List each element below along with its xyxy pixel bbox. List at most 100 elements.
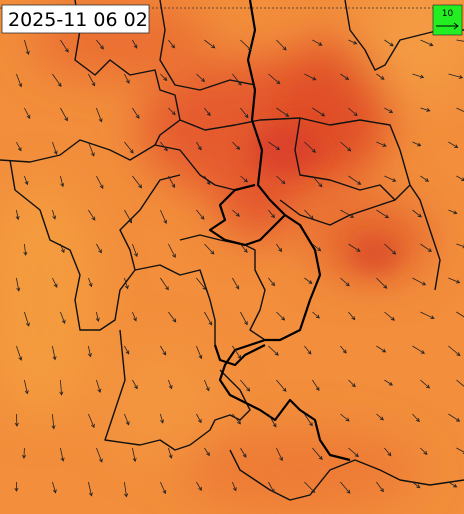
wind-arrow: [88, 413, 95, 429]
wind-arrow: [59, 379, 64, 396]
wind-arrow: [420, 175, 430, 182]
wind-arrow: [312, 107, 326, 117]
wind-arrow: [376, 73, 385, 80]
wind-arrow: [196, 209, 205, 220]
wind-arrow: [16, 345, 23, 361]
wind-arrow: [160, 73, 168, 82]
wind-arrow: [16, 277, 21, 292]
wind-arrow: [160, 345, 167, 356]
wind-arrow: [96, 243, 102, 254]
wind-arrow: [60, 447, 65, 462]
wind-arrow: [456, 107, 464, 112]
wind-arrow: [232, 277, 240, 290]
wind-arrow: [196, 73, 206, 83]
wind-arrow: [376, 209, 390, 219]
wind-arrow: [348, 311, 356, 321]
wind-arrow: [240, 379, 251, 392]
wind-arrow: [340, 209, 355, 218]
wind-arrow: [268, 141, 281, 151]
wind-arrow: [124, 73, 130, 84]
wind-arrow: [232, 73, 242, 86]
wind-arrow: [96, 379, 102, 394]
wind-arrow: [384, 39, 394, 47]
wind-arrow: [52, 277, 58, 288]
wind-arrow: [95, 311, 100, 322]
wind-arrow: [22, 447, 27, 459]
wind-arrow: [168, 379, 173, 390]
wind-arrow: [52, 481, 57, 494]
wind-arrow: [168, 311, 177, 323]
wind-arrow: [268, 413, 277, 428]
wind-arrow: [24, 311, 30, 327]
wind-arrow: [348, 175, 362, 185]
wind-arrow: [160, 209, 167, 225]
wind-arrow: [420, 39, 434, 47]
wind-arrow: [448, 141, 459, 148]
wind-arrow: [168, 107, 176, 116]
wind-arrow: [88, 481, 93, 497]
wind-arrow: [268, 277, 276, 287]
wind-arrow: [276, 39, 287, 51]
wind-arrow: [124, 277, 129, 290]
wind-legend-label: 10: [442, 9, 454, 19]
wind-arrow: [24, 39, 30, 56]
wind-arrow: [240, 447, 247, 458]
wind-arrow: [132, 311, 137, 322]
wind-arrow: [384, 379, 393, 386]
wind-arrow: [23, 243, 28, 256]
wind-arrow: [24, 107, 31, 120]
wind-arrow: [196, 413, 202, 424]
wind-arrow: [96, 175, 104, 189]
wind-arrow: [160, 277, 169, 291]
wind-arrow: [376, 413, 384, 421]
wind-arrow: [124, 141, 134, 154]
wind-arrow: [376, 141, 387, 147]
wind-arrow: [132, 107, 140, 119]
wind-arrow: [312, 243, 322, 252]
wind-arrow: [420, 243, 432, 252]
wind-arrow: [52, 141, 58, 155]
wind-arrow: [124, 209, 133, 224]
wind-arrow: [376, 481, 384, 493]
wind-arrow: [124, 481, 129, 498]
wind-arrows: [14, 39, 464, 498]
wind-arrow: [60, 39, 69, 53]
wind-arrow: [168, 175, 176, 189]
wind-arrow: [204, 243, 215, 255]
wind-arrow: [304, 141, 316, 153]
wind-arrow: [304, 209, 314, 220]
wind-arrow: [240, 311, 248, 326]
wind-arrow: [132, 379, 138, 390]
wind-arrow: [240, 243, 248, 253]
wind-arrow: [412, 413, 420, 423]
wind-arrow: [204, 379, 210, 392]
wind-arrow: [412, 481, 421, 489]
wind-arrow: [124, 413, 130, 426]
wind-arrow: [340, 141, 352, 152]
wind-arrow: [168, 447, 173, 459]
wind-arrow: [52, 73, 62, 87]
timestamp: 2025-11 06 02: [8, 9, 148, 31]
wind-arrow: [96, 447, 103, 463]
wind-arrow: [276, 447, 283, 462]
wind-arrow: [376, 277, 388, 289]
wind-arrow: [448, 345, 461, 357]
wind-arrow: [276, 311, 286, 321]
wind-arrow: [456, 379, 464, 387]
wind-arrow: [60, 107, 68, 122]
wind-arrow: [420, 311, 435, 320]
wind-arrow: [14, 481, 19, 492]
wind-arrow: [15, 209, 20, 221]
wind-arrow: [96, 39, 104, 50]
wind-arrow: [276, 175, 286, 185]
wind-arrow: [420, 447, 428, 455]
wind-arrow: [168, 39, 176, 49]
wind-arrow: [304, 345, 312, 355]
wind-arrow: [240, 39, 252, 51]
wind-arrow: [268, 209, 275, 219]
wind-arrow: [384, 175, 397, 182]
wind-arrow: [448, 73, 464, 79]
wind-arrow: [24, 379, 29, 395]
wind-arrow: [312, 447, 323, 461]
